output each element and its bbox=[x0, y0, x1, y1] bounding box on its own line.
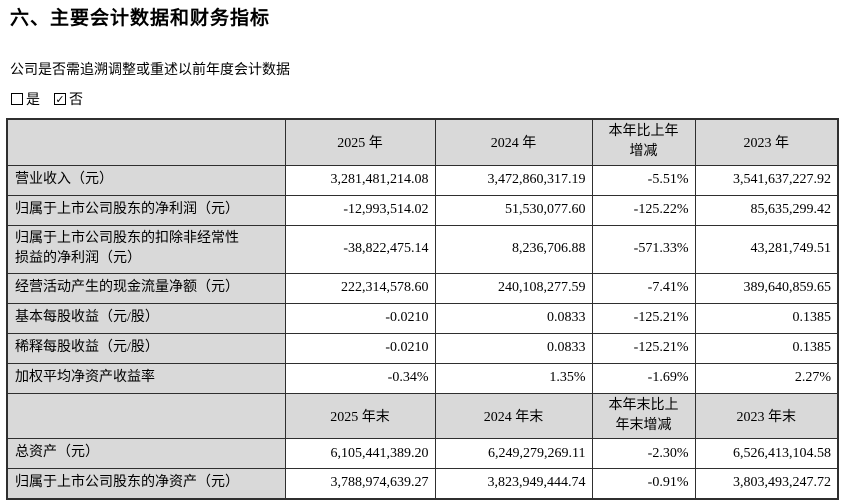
cell-2024: 240,108,277.59 bbox=[434, 272, 593, 304]
header-empty-cell bbox=[6, 392, 286, 440]
cell-change: -7.41% bbox=[591, 272, 696, 304]
table-row: 基本每股收益（元/股） -0.0210 0.0833 -125.21% 0.13… bbox=[6, 302, 839, 334]
cell-change: -571.33% bbox=[591, 224, 696, 274]
cell-2023: 389,640,859.65 bbox=[694, 272, 839, 304]
header-yoy-change-text: 本年比上年增减 bbox=[608, 123, 679, 160]
cell-2024: 6,249,279,269.11 bbox=[434, 438, 593, 470]
cell-2025: -0.0210 bbox=[284, 332, 436, 364]
cell-change: -125.21% bbox=[591, 332, 696, 364]
table-row: 稀释每股收益（元/股） -0.0210 0.0833 -125.21% 0.13… bbox=[6, 332, 839, 364]
cell-2023: 6,526,413,104.58 bbox=[694, 438, 839, 470]
checkbox-unchecked-icon[interactable] bbox=[11, 92, 23, 105]
table-row: 总资产（元） 6,105,441,389.20 6,249,279,269.11… bbox=[6, 438, 839, 470]
table-row: 经营活动产生的现金流量净额（元） 222,314,578.60 240,108,… bbox=[6, 272, 839, 304]
cell-2024: 3,472,860,317.19 bbox=[434, 164, 593, 196]
table-row: 归属于上市公司股东的扣除非经常性损益的净利润（元） -38,822,475.14… bbox=[6, 224, 839, 274]
cell-2023: 0.1385 bbox=[694, 332, 839, 364]
row-label: 归属于上市公司股东的净资产（元） bbox=[6, 468, 286, 500]
cell-2025: -0.34% bbox=[284, 362, 436, 394]
section1-header-row: 2025 年 2024 年 本年比上年增减 2023 年 bbox=[6, 118, 839, 166]
cell-2025: -12,993,514.02 bbox=[284, 194, 436, 226]
cell-2025: 3,281,481,214.08 bbox=[284, 164, 436, 196]
cell-change: -0.91% bbox=[591, 468, 696, 500]
cell-2025: 222,314,578.60 bbox=[284, 272, 436, 304]
cell-2024: 0.0833 bbox=[434, 332, 593, 364]
cell-2024: 51,530,077.60 bbox=[434, 194, 593, 226]
row-label: 归属于上市公司股东的净利润（元） bbox=[6, 194, 286, 226]
cell-2023: 43,281,749.51 bbox=[694, 224, 839, 274]
table-row: 营业收入（元） 3,281,481,214.08 3,472,860,317.1… bbox=[6, 164, 839, 196]
restatement-question: 公司是否需追溯调整或重述以前年度会计数据 bbox=[10, 62, 290, 78]
cell-2025: 3,788,974,639.27 bbox=[284, 468, 436, 500]
row-label: 营业收入（元） bbox=[6, 164, 286, 196]
row-label: 基本每股收益（元/股） bbox=[6, 302, 286, 334]
header-yearend-change: 本年末比上年末增减 bbox=[591, 392, 696, 440]
section-title: 六、主要会计数据和财务指标 bbox=[10, 8, 271, 29]
cell-2024: 3,823,949,444.74 bbox=[434, 468, 593, 500]
cell-2025: -38,822,475.14 bbox=[284, 224, 436, 274]
table-row: 归属于上市公司股东的净利润（元） -12,993,514.02 51,530,0… bbox=[6, 194, 839, 226]
header-empty-cell bbox=[6, 118, 286, 166]
row-label: 归属于上市公司股东的扣除非经常性损益的净利润（元） bbox=[6, 224, 286, 274]
section2-header-row: 2025 年末 2024 年末 本年末比上年末增减 2023 年末 bbox=[6, 392, 839, 440]
header-year-2023: 2023 年 bbox=[694, 118, 839, 166]
row-label: 总资产（元） bbox=[6, 438, 286, 470]
cell-2023: 3,803,493,247.72 bbox=[694, 468, 839, 500]
option-yes-label: 是 bbox=[26, 92, 40, 108]
checkbox-checked-icon[interactable]: ✓ bbox=[54, 92, 66, 106]
option-yes[interactable]: 是 bbox=[11, 89, 40, 109]
cell-2025: -0.0210 bbox=[284, 302, 436, 334]
cell-change: -125.22% bbox=[591, 194, 696, 226]
row-label: 稀释每股收益（元/股） bbox=[6, 332, 286, 364]
financial-indicators-table: 2025 年 2024 年 本年比上年增减 2023 年 营业收入（元） 3,2… bbox=[6, 117, 839, 500]
cell-2023: 2.27% bbox=[694, 362, 839, 394]
cell-2023: 85,635,299.42 bbox=[694, 194, 839, 226]
row-label: 经营活动产生的现金流量净额（元） bbox=[6, 272, 286, 304]
header-yoy-change: 本年比上年增减 bbox=[591, 118, 696, 166]
table-row: 加权平均净资产收益率 -0.34% 1.35% -1.69% 2.27% bbox=[6, 362, 839, 394]
cell-change: -1.69% bbox=[591, 362, 696, 394]
option-no[interactable]: ✓ 否 bbox=[54, 89, 83, 109]
header-yearend-2025: 2025 年末 bbox=[284, 392, 436, 440]
cell-change: -5.51% bbox=[591, 164, 696, 196]
cell-change: -125.21% bbox=[591, 302, 696, 334]
cell-2024: 8,236,706.88 bbox=[434, 224, 593, 274]
cell-2024: 0.0833 bbox=[434, 302, 593, 334]
cell-2025: 6,105,441,389.20 bbox=[284, 438, 436, 470]
header-year-2025: 2025 年 bbox=[284, 118, 436, 166]
header-yearend-2024: 2024 年末 bbox=[434, 392, 593, 440]
header-yearend-2023: 2023 年末 bbox=[694, 392, 839, 440]
table-row: 归属于上市公司股东的净资产（元） 3,788,974,639.27 3,823,… bbox=[6, 468, 839, 500]
option-no-label: 否 bbox=[69, 92, 83, 108]
cell-change: -2.30% bbox=[591, 438, 696, 470]
cell-2023: 0.1385 bbox=[694, 302, 839, 334]
header-yearend-change-text: 本年末比上年末增减 bbox=[608, 397, 679, 433]
cell-2023: 3,541,637,227.92 bbox=[694, 164, 839, 196]
restatement-options: 是 ✓ 否 bbox=[11, 89, 843, 109]
header-year-2024: 2024 年 bbox=[434, 118, 593, 166]
cell-2024: 1.35% bbox=[434, 362, 593, 394]
row-label: 加权平均净资产收益率 bbox=[6, 362, 286, 394]
